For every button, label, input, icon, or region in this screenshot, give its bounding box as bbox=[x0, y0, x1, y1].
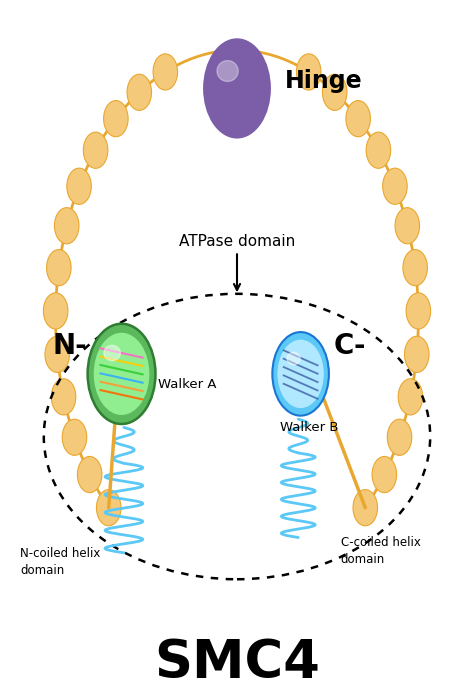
Circle shape bbox=[77, 456, 102, 493]
Circle shape bbox=[62, 419, 87, 455]
Circle shape bbox=[55, 208, 79, 244]
Text: N-coiled helix
domain: N-coiled helix domain bbox=[20, 547, 100, 577]
Circle shape bbox=[44, 293, 68, 329]
Text: C-coiled helix
domain: C-coiled helix domain bbox=[341, 536, 420, 566]
Circle shape bbox=[387, 419, 412, 455]
Circle shape bbox=[398, 379, 423, 415]
Text: Hinge: Hinge bbox=[285, 69, 363, 94]
Text: SMC4: SMC4 bbox=[154, 637, 320, 689]
Circle shape bbox=[88, 324, 155, 424]
Circle shape bbox=[46, 250, 71, 286]
Circle shape bbox=[366, 132, 391, 168]
Circle shape bbox=[94, 333, 149, 415]
Circle shape bbox=[404, 336, 429, 373]
Circle shape bbox=[403, 250, 428, 286]
Circle shape bbox=[104, 101, 128, 137]
Circle shape bbox=[97, 489, 121, 526]
Circle shape bbox=[277, 340, 324, 408]
Ellipse shape bbox=[217, 61, 238, 82]
Circle shape bbox=[353, 489, 377, 526]
Circle shape bbox=[51, 379, 76, 415]
Text: Walker A: Walker A bbox=[158, 378, 216, 391]
Ellipse shape bbox=[287, 352, 300, 365]
Circle shape bbox=[203, 38, 271, 138]
Circle shape bbox=[406, 293, 430, 329]
Circle shape bbox=[383, 168, 407, 204]
Text: ATPase domain: ATPase domain bbox=[179, 233, 295, 290]
Circle shape bbox=[83, 132, 108, 168]
Circle shape bbox=[273, 332, 329, 416]
Ellipse shape bbox=[104, 345, 120, 361]
Circle shape bbox=[67, 168, 91, 204]
Circle shape bbox=[127, 74, 152, 110]
Circle shape bbox=[296, 54, 321, 90]
Circle shape bbox=[322, 74, 347, 110]
Circle shape bbox=[395, 208, 419, 244]
Circle shape bbox=[346, 101, 370, 137]
Text: N-: N- bbox=[52, 332, 87, 360]
Circle shape bbox=[372, 456, 397, 493]
Circle shape bbox=[153, 54, 178, 90]
Circle shape bbox=[45, 336, 70, 373]
Text: Walker B: Walker B bbox=[280, 421, 338, 434]
Text: C-: C- bbox=[334, 332, 366, 360]
